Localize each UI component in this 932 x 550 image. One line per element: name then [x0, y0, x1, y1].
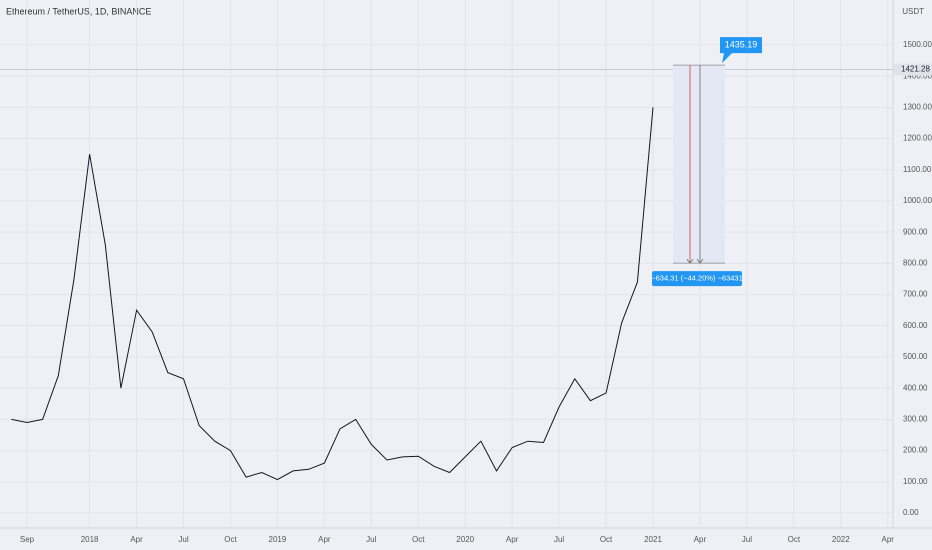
x-tick-label: Oct	[224, 535, 237, 544]
y-tick-label: 200.00	[903, 446, 928, 455]
chart-title: Ethereum / TetherUS, 1D, BINANCE	[6, 6, 151, 16]
x-tick-label: Apr	[694, 535, 707, 544]
x-tick-label: Oct	[788, 535, 801, 544]
y-tick-label: 1300.00	[903, 102, 932, 111]
x-tick-label: 2022	[832, 535, 850, 544]
price-line	[11, 107, 654, 481]
arrow-head	[686, 258, 704, 264]
y-tick-label: 600.00	[903, 321, 928, 330]
callout-label: 1435.19	[725, 40, 758, 50]
x-tick-label: 2019	[269, 535, 287, 544]
x-tick-label: Jul	[366, 535, 376, 544]
y-tick-label: 1200.00	[903, 134, 932, 143]
y-tick-label: 300.00	[903, 415, 928, 424]
x-tick-label: Apr	[130, 535, 143, 544]
y-tick-label: 0.00	[903, 508, 919, 517]
y-tick-label: 800.00	[903, 258, 928, 267]
last-price-label: 1421.28	[901, 65, 930, 74]
x-tick-label: Apr	[882, 535, 895, 544]
x-tick-label: Apr	[506, 535, 519, 544]
y-tick-label: 400.00	[903, 383, 928, 392]
measure-label-box	[652, 271, 742, 287]
y-tick-label: 100.00	[903, 477, 928, 486]
y-tick-label: 1000.00	[903, 196, 932, 205]
x-tick-label: Oct	[600, 535, 613, 544]
x-tick-label: Apr	[318, 535, 331, 544]
x-tick-label: 2020	[456, 535, 474, 544]
currency: USDT	[902, 7, 924, 16]
measure-label: −634.31 (−44.20%) −63431	[651, 274, 743, 283]
x-tick-label: Jul	[554, 535, 564, 544]
y-tick-label: 700.00	[903, 290, 928, 299]
x-tick-label: Jul	[742, 535, 752, 544]
y-tick-label: 1400.00	[903, 71, 932, 80]
x-tick-label: Oct	[412, 535, 425, 544]
measure-area	[673, 65, 725, 264]
y-tick-label: 1100.00	[903, 165, 932, 174]
y-tick-label: 500.00	[903, 352, 928, 361]
x-tick-label: Jul	[178, 535, 188, 544]
x-tick-label: Sep	[20, 535, 35, 544]
y-tick-label: 900.00	[903, 227, 928, 236]
last-price-tag	[894, 63, 932, 76]
y-tick-label: 1500.00	[903, 40, 932, 49]
x-tick-label: 2018	[81, 535, 99, 544]
x-tick-label: 2021	[644, 535, 662, 544]
callout-box	[720, 37, 762, 64]
